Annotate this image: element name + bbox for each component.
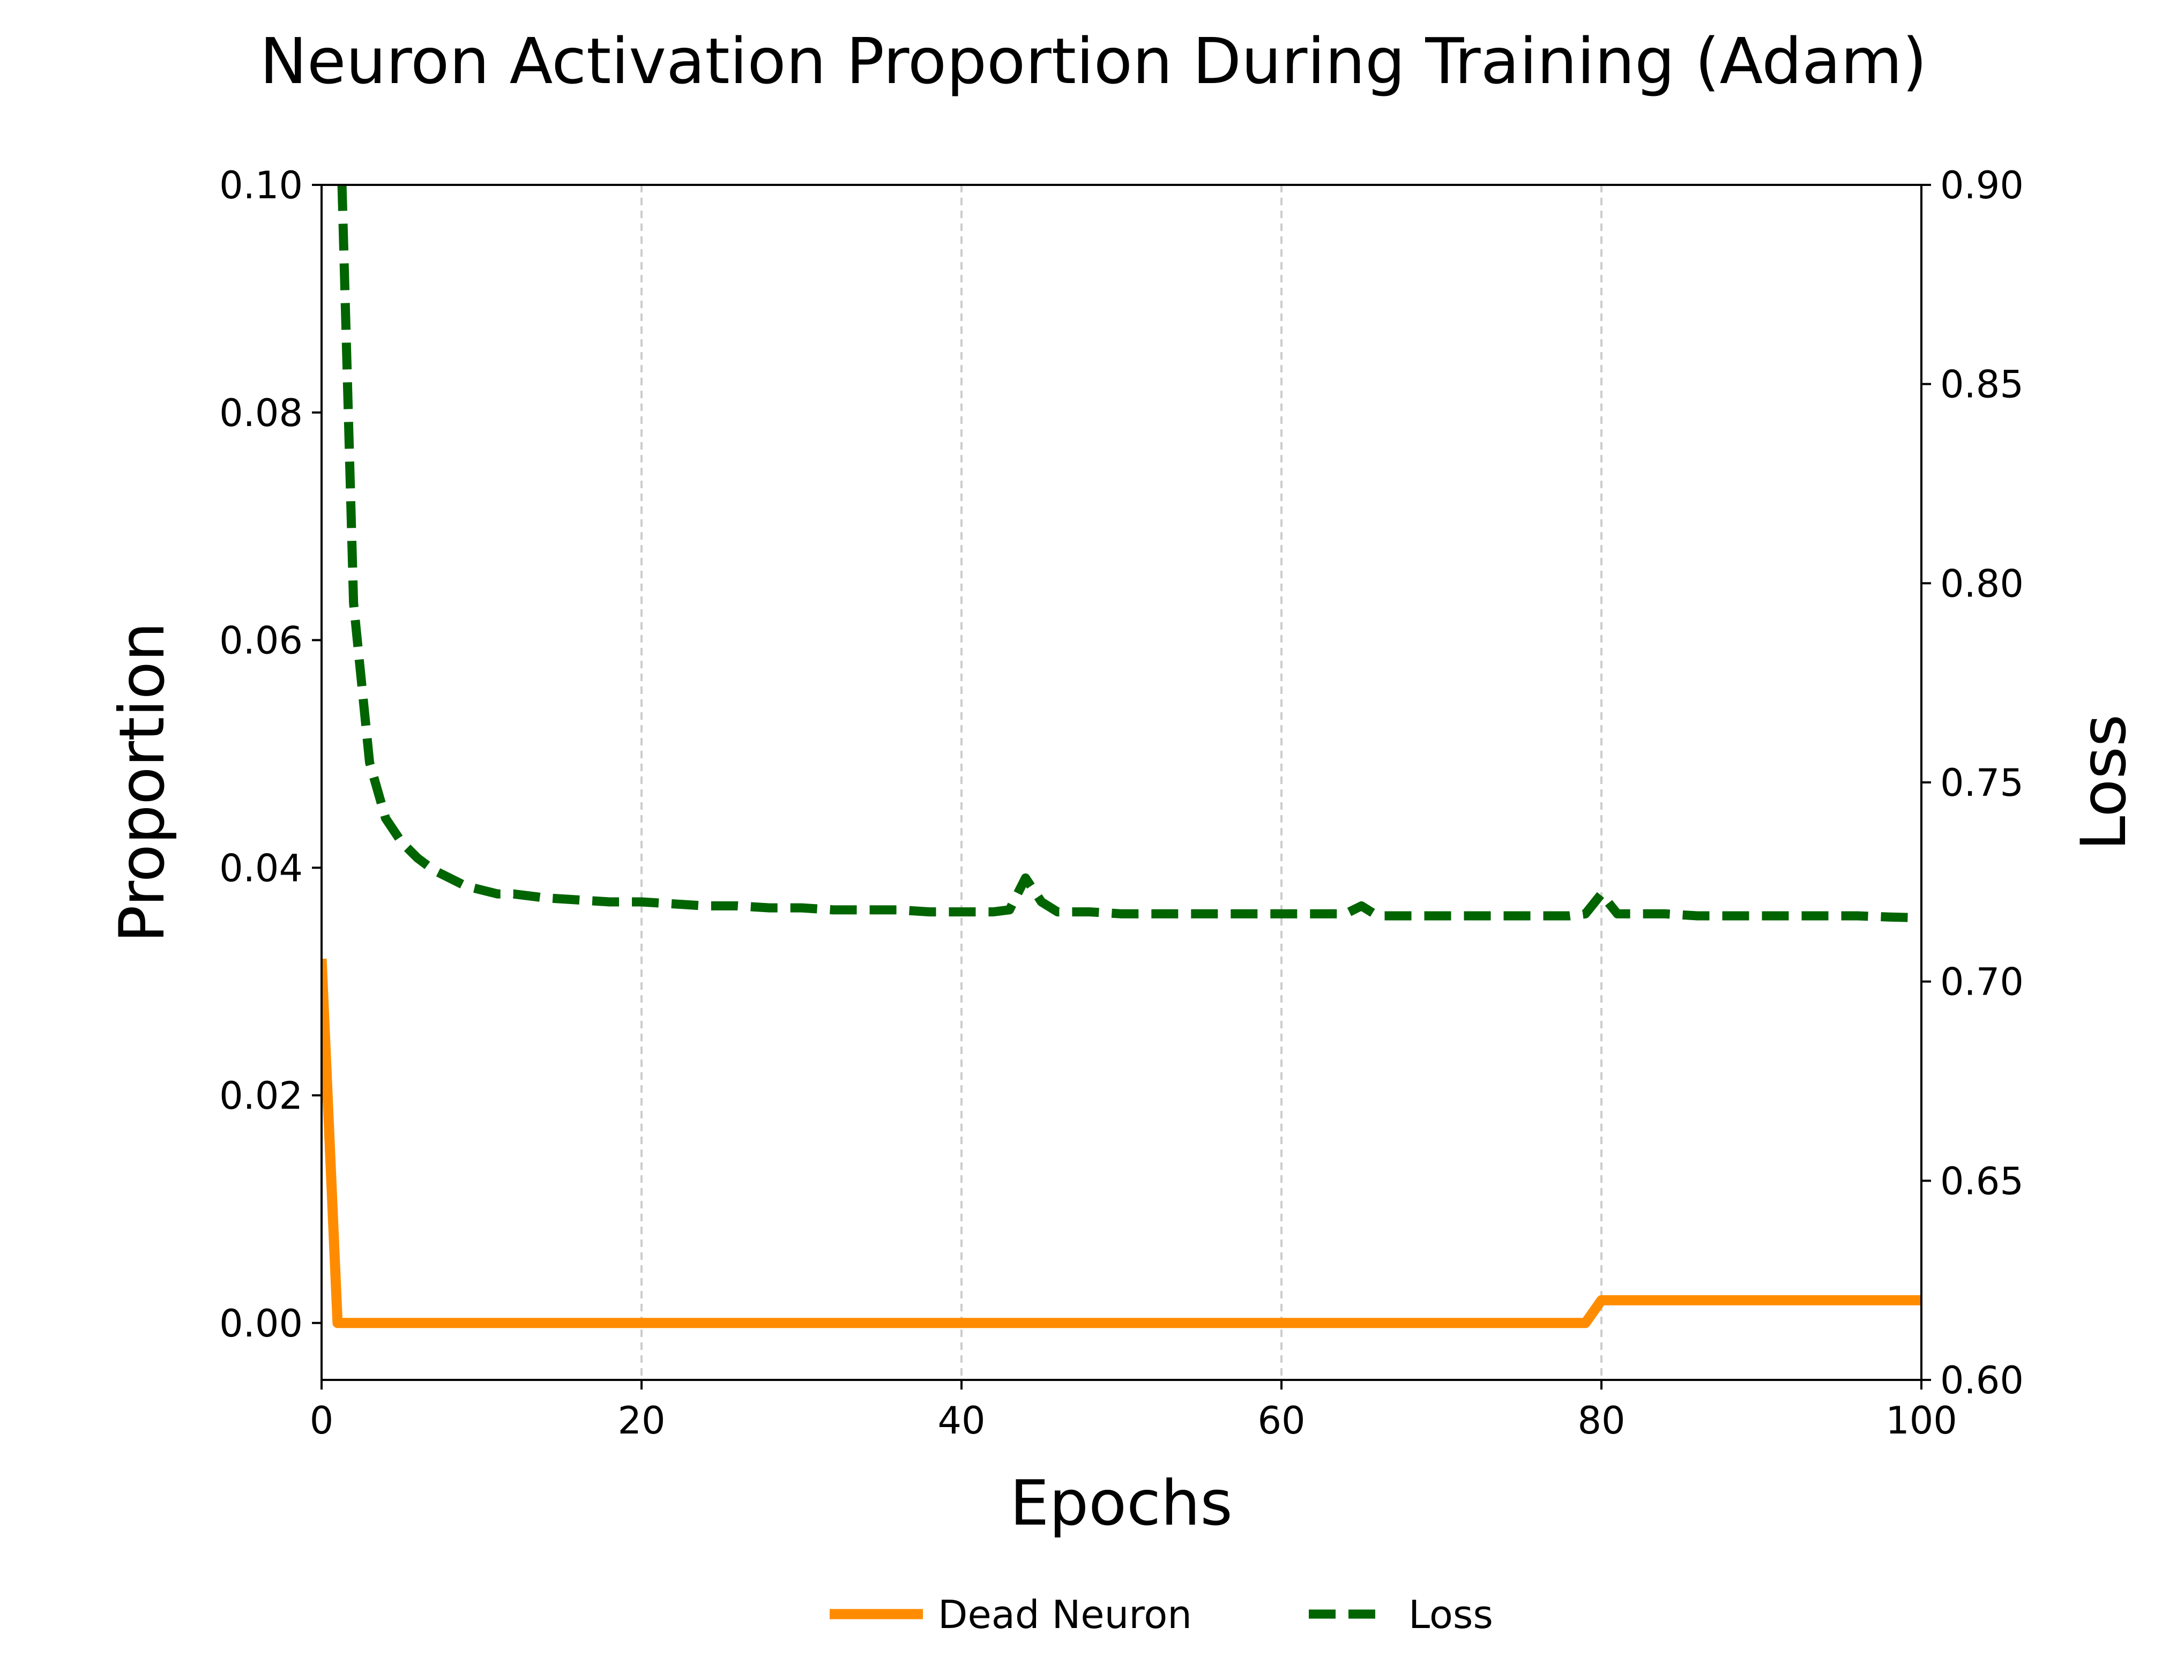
y-tick-label: 0.06 bbox=[219, 619, 303, 663]
x-tick-label: 100 bbox=[1885, 1399, 1957, 1443]
plot-frame bbox=[320, 184, 1922, 1381]
y2-axis-ticks: 0.60 0.65 0.70 0.75 0.80 0.85 0.90 bbox=[1921, 163, 2024, 1402]
y2-tick-label: 0.85 bbox=[1940, 363, 2024, 407]
x-axis-ticks: 0 20 40 60 80 100 bbox=[310, 1380, 1957, 1443]
y-tick-label: 0.10 bbox=[219, 163, 303, 207]
x-tick-label: 40 bbox=[937, 1399, 985, 1443]
chart-title: Neuron Activation Proportion During Trai… bbox=[260, 24, 1927, 98]
y2-axis-label: Loss bbox=[2068, 714, 2140, 850]
y-axis-label: Proportion bbox=[106, 622, 178, 943]
y-axis-ticks: 0.00 0.02 0.04 0.06 0.08 0.10 bbox=[219, 163, 322, 1346]
y2-tick-label: 0.90 bbox=[1940, 163, 2024, 207]
y-tick-label: 0.08 bbox=[219, 391, 303, 435]
series-line-dead-neuron bbox=[322, 958, 1921, 1328]
x-tick-label: 0 bbox=[310, 1399, 334, 1443]
y2-tick-label: 0.75 bbox=[1940, 761, 2024, 805]
x-tick-label: 80 bbox=[1577, 1399, 1625, 1443]
y2-tick-label: 0.65 bbox=[1940, 1159, 2024, 1203]
x-axis-label: Epochs bbox=[1010, 1467, 1233, 1540]
y2-tick-label: 0.80 bbox=[1940, 562, 2024, 606]
legend: Dead Neuron Loss bbox=[830, 1592, 1493, 1637]
y-tick-label: 0.04 bbox=[219, 846, 303, 890]
y2-tick-label: 0.70 bbox=[1940, 960, 2024, 1004]
x-tick-label: 20 bbox=[617, 1399, 665, 1443]
y-tick-label: 0.02 bbox=[219, 1074, 303, 1118]
y2-tick-label: 0.60 bbox=[1940, 1358, 2024, 1402]
x-tick-label: 60 bbox=[1257, 1399, 1305, 1443]
y-tick-label: 0.00 bbox=[219, 1302, 303, 1346]
series-line-loss bbox=[337, 185, 1921, 923]
legend-label-loss: Loss bbox=[1408, 1592, 1493, 1637]
grid bbox=[640, 185, 1602, 1380]
legend-label-dead-neuron: Dead Neuron bbox=[938, 1592, 1192, 1637]
